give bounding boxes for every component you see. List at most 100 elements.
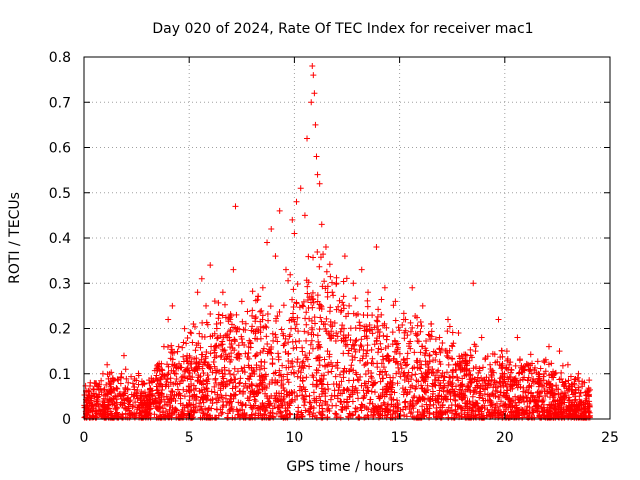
data-point [295,404,302,411]
data-point [394,380,401,387]
data-point [259,405,266,412]
data-point [369,355,376,362]
data-point [407,319,414,326]
data-point [276,308,283,315]
data-point [345,350,352,357]
data-point [174,348,181,355]
data-point [267,303,274,310]
data-point [224,398,231,405]
data-point [316,362,323,369]
data-point [178,374,185,381]
data-point [252,398,259,405]
data-point [264,310,271,317]
data-point [228,356,235,363]
data-point [267,345,274,352]
data-point [362,371,369,378]
data-point [287,271,294,278]
data-point [287,331,294,338]
data-point [559,379,566,386]
data-point [399,385,406,392]
data-point [548,389,555,396]
data-point [553,386,560,393]
data-point [366,400,373,407]
data-point [499,372,506,379]
data-point [544,404,551,411]
data-point [322,398,329,405]
data-point [137,397,144,404]
data-point [253,362,260,369]
data-point [289,390,296,397]
data-point [395,324,402,331]
data-point [119,414,126,421]
data-point [462,400,469,407]
data-point [188,330,195,337]
data-point [269,330,276,337]
data-point [144,393,151,400]
data-point [558,414,565,421]
data-point [90,390,97,397]
data-point [434,369,441,376]
data-point [353,312,360,319]
data-point [349,389,356,396]
data-point [236,388,243,395]
data-point [524,394,531,401]
data-point [526,410,533,417]
data-point [172,405,179,412]
data-point [281,340,288,347]
data-point [489,390,496,397]
data-point [90,385,97,392]
data-point [253,390,260,397]
data-point [392,317,399,324]
data-point [420,410,427,417]
x-tick-label: 10 [285,430,303,446]
data-point [167,410,174,417]
data-point [408,376,415,383]
data-point [454,403,461,410]
data-point-peak [428,320,435,327]
data-point [310,374,317,381]
data-point [213,353,220,360]
data-point [290,303,297,310]
data-point [402,362,409,369]
data-point [467,401,474,408]
data-point [228,321,235,328]
data-point [198,356,205,363]
data-point [156,368,163,375]
data-point [388,388,395,395]
data-point [349,398,356,405]
data-point [166,396,173,403]
data-point [432,349,439,356]
data-point [108,390,115,397]
data-point [274,312,281,319]
data-point [112,412,119,419]
data-point [280,342,287,349]
data-point [227,328,234,335]
data-point [337,328,344,335]
data-point [347,325,354,332]
data-point [514,395,521,402]
data-point [128,373,135,380]
data-point [542,368,549,375]
data-point [444,328,451,335]
data-point [189,339,196,346]
data-point [559,362,566,369]
data-point [100,392,107,399]
data-point [306,350,313,357]
data-point [353,371,360,378]
data-point [418,385,425,392]
data-point [456,386,463,393]
data-point [441,393,448,400]
data-point-peak [535,370,542,377]
data-point [164,371,171,378]
data-point [380,356,387,363]
data-point [263,404,270,411]
data-point [331,393,338,400]
data-point [217,319,224,326]
data-point [227,344,234,351]
data-point [540,383,547,390]
data-point [245,350,252,356]
data-point [196,330,203,337]
data-point [325,361,332,368]
data-point [480,414,487,421]
data-point-peak [160,343,167,350]
